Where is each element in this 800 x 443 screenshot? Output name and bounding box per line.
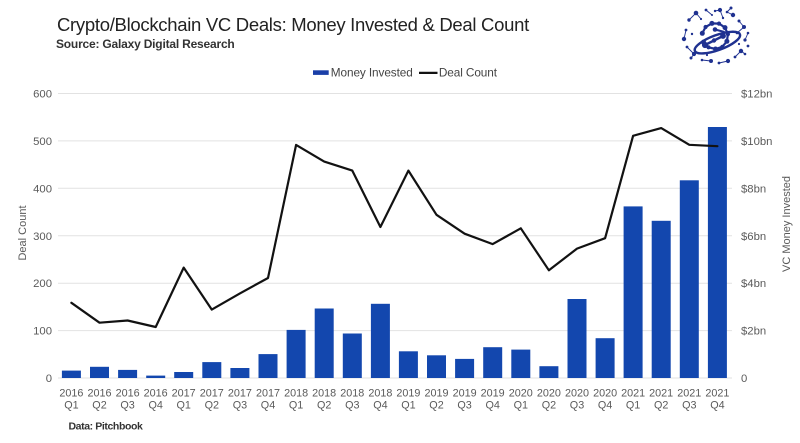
svg-text:200: 200 (33, 278, 52, 290)
svg-text:2017: 2017 (200, 388, 224, 400)
svg-text:Q3: Q3 (120, 400, 134, 412)
svg-text:500: 500 (33, 136, 52, 148)
svg-text:Q2: Q2 (429, 400, 443, 412)
svg-text:2017: 2017 (172, 388, 196, 400)
svg-text:$6bn: $6bn (741, 231, 766, 243)
svg-text:Q2: Q2 (317, 400, 331, 412)
svg-text:Q4: Q4 (261, 400, 275, 412)
svg-text:Q2: Q2 (654, 400, 668, 412)
svg-text:Q4: Q4 (485, 400, 499, 412)
svg-text:2018: 2018 (284, 388, 308, 400)
svg-text:Money Invested: Money Invested (331, 66, 413, 80)
svg-text:Q4: Q4 (710, 400, 724, 412)
svg-text:$8bn: $8bn (741, 183, 766, 195)
svg-text:2019: 2019 (481, 388, 505, 400)
svg-text:600: 600 (33, 89, 52, 101)
svg-text:2021: 2021 (705, 388, 729, 400)
svg-text:2020: 2020 (593, 388, 617, 400)
svg-text:2021: 2021 (649, 388, 673, 400)
svg-text:2016: 2016 (87, 388, 111, 400)
svg-text:Q2: Q2 (92, 400, 106, 412)
svg-text:2016: 2016 (116, 388, 140, 400)
svg-text:Q3: Q3 (233, 400, 247, 412)
svg-text:2018: 2018 (340, 388, 364, 400)
svg-text:$10bn: $10bn (741, 136, 772, 148)
svg-text:2020: 2020 (509, 388, 533, 400)
svg-text:0: 0 (46, 373, 52, 385)
svg-text:Q1: Q1 (176, 400, 190, 412)
svg-text:Deal Count: Deal Count (17, 205, 29, 260)
svg-text:Q1: Q1 (289, 400, 303, 412)
svg-text:$12bn: $12bn (741, 89, 772, 101)
svg-text:Q3: Q3 (682, 400, 696, 412)
svg-text:2020: 2020 (537, 388, 561, 400)
svg-text:Q1: Q1 (401, 400, 415, 412)
svg-text:2020: 2020 (565, 388, 589, 400)
svg-text:Crypto/Blockchain VC Deals: Mo: Crypto/Blockchain VC Deals: Money Invest… (57, 14, 529, 35)
svg-text:2018: 2018 (368, 388, 392, 400)
svg-text:Data: Pitchbook: Data: Pitchbook (69, 421, 143, 433)
svg-text:2019: 2019 (453, 388, 477, 400)
svg-text:Q2: Q2 (542, 400, 556, 412)
svg-text:Q1: Q1 (64, 400, 78, 412)
svg-text:0: 0 (741, 373, 747, 385)
svg-text:Q4: Q4 (373, 400, 387, 412)
svg-text:300: 300 (33, 231, 52, 243)
svg-text:2021: 2021 (621, 388, 645, 400)
svg-text:VC Money Invested: VC Money Invested (781, 176, 793, 272)
svg-text:Q1: Q1 (626, 400, 640, 412)
svg-text:Q3: Q3 (570, 400, 584, 412)
svg-text:Q3: Q3 (457, 400, 471, 412)
svg-text:2017: 2017 (256, 388, 280, 400)
svg-text:2019: 2019 (396, 388, 420, 400)
svg-text:2018: 2018 (312, 388, 336, 400)
svg-text:Q3: Q3 (345, 400, 359, 412)
svg-text:Q4: Q4 (148, 400, 162, 412)
svg-text:Deal Count: Deal Count (439, 66, 498, 80)
svg-text:Q4: Q4 (598, 400, 612, 412)
svg-text:Q2: Q2 (205, 400, 219, 412)
svg-text:400: 400 (33, 183, 52, 195)
svg-text:Q1: Q1 (514, 400, 528, 412)
svg-text:2019: 2019 (424, 388, 448, 400)
svg-text:Source: Galaxy Digital Researc: Source: Galaxy Digital Research (56, 37, 235, 51)
svg-text:2021: 2021 (677, 388, 701, 400)
svg-text:$2bn: $2bn (741, 326, 766, 338)
svg-text:100: 100 (33, 326, 52, 338)
svg-text:2017: 2017 (228, 388, 252, 400)
svg-text:2016: 2016 (144, 388, 168, 400)
svg-text:$4bn: $4bn (741, 278, 766, 290)
svg-text:2016: 2016 (59, 388, 83, 400)
